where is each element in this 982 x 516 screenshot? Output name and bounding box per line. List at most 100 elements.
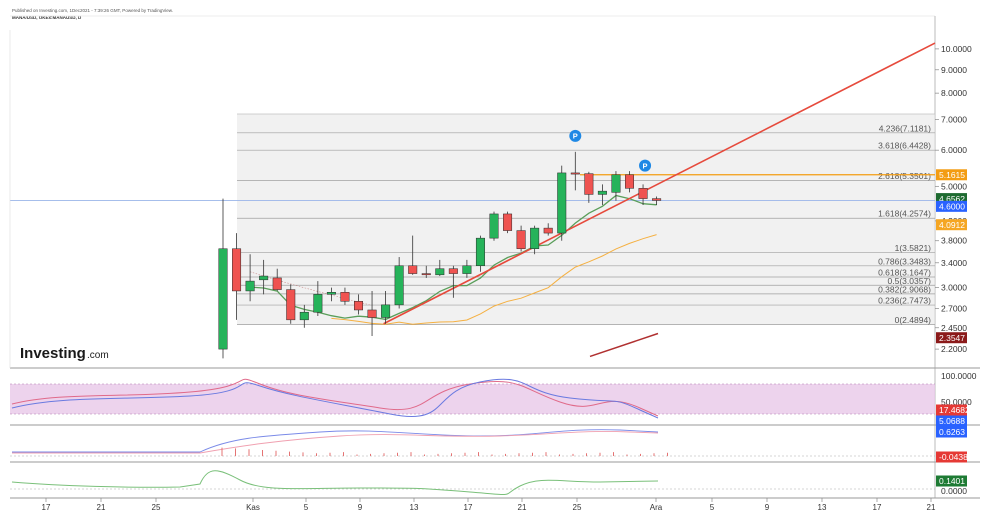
price-tick-label-11: 2.4500	[941, 323, 967, 333]
price-tick-label-4: 6.0000	[941, 145, 967, 155]
candle-body-5	[286, 289, 296, 321]
published-note: Published on Investing.com, 1Dec2021 - 7…	[12, 8, 174, 13]
candle-body-21	[503, 213, 513, 231]
pivot-marker-1	[639, 159, 652, 172]
rsi-badge-0	[936, 404, 967, 416]
price-badge-label-0: 5.1615	[939, 170, 965, 180]
fib-label-1: 3.618(6.4428)	[878, 141, 931, 151]
price-badge-label-3: 4.0912	[939, 220, 965, 230]
candle-body-12	[381, 304, 391, 318]
fib-label-3: 1.618(4.2574)	[878, 209, 931, 219]
candle-body-2	[245, 280, 255, 292]
candle-body-4	[272, 277, 282, 290]
x-tick-label-15: 21	[927, 503, 936, 512]
macd-signal-line	[12, 431, 659, 454]
osc-badge-0	[936, 475, 967, 487]
rsi-badge-label-0: 17.4682	[939, 405, 970, 415]
price-tick-label-3: 7.0000	[941, 115, 967, 125]
candle-body-10	[354, 301, 363, 311]
fib-label-9: 0.236(2.7473)	[878, 296, 931, 306]
price-badge-label-2: 4.6000	[939, 202, 965, 212]
price-badge-1	[936, 193, 967, 205]
fib-label-5: 0.786(3.3483)	[878, 256, 931, 266]
price-tick-label-12: 2.2000	[941, 344, 967, 354]
rsi-badge-label-1: 5.0688	[939, 416, 965, 426]
candle-body-11	[367, 309, 377, 318]
candle-body-24	[543, 227, 553, 234]
trend-line	[383, 42, 936, 325]
macd-line	[12, 429, 659, 453]
ma-long-line	[331, 234, 657, 325]
candle-body-14	[408, 265, 418, 274]
candle-body-27	[584, 173, 594, 195]
investing-logo: Investing	[20, 345, 86, 362]
fib-label-8: 0.382(2.9068)	[878, 284, 931, 294]
candle-body-13	[394, 265, 404, 306]
fib-label-4: 1(3.5821)	[895, 243, 932, 253]
osc-badge-label-0: 0.1401	[939, 476, 965, 486]
x-tick-label-6: 13	[410, 503, 419, 512]
x-tick-label-0: 17	[42, 503, 51, 512]
candle-body-8	[326, 292, 336, 295]
candle-body-28	[597, 190, 607, 195]
candle-body-1	[232, 248, 242, 292]
rsi-badge-1	[936, 415, 967, 427]
macd-badge-0	[936, 426, 967, 438]
fib-label-6: 0.618(3.1647)	[878, 268, 931, 278]
candle-body-17	[448, 268, 458, 274]
price-badge-0	[936, 169, 967, 181]
price-badge-4	[936, 332, 967, 344]
rsi-signal-line	[11, 378, 659, 419]
candle-body-29	[611, 174, 621, 193]
x-tick-label-12: 9	[765, 503, 770, 512]
fib-label-7: 0.5(3.0357)	[888, 276, 932, 286]
pivot-label-0: P	[573, 132, 578, 141]
ma-very-long-line	[589, 332, 659, 358]
rsi-tick-0: 100.0000	[941, 371, 977, 381]
investing-logo-suffix: .com	[87, 350, 109, 361]
x-tick-label-1: 21	[97, 503, 106, 512]
price-tick-label-9: 3.0000	[941, 283, 967, 293]
x-tick-label-14: 17	[873, 503, 882, 512]
x-tick-label-10: Ara	[650, 503, 663, 512]
price-badge-label-1: 4.6562	[939, 194, 965, 204]
pivot-marker-0	[569, 129, 582, 142]
macd-badge-label-0: 0.6263	[939, 427, 965, 437]
candle-body-16	[435, 268, 445, 276]
x-tick-label-7: 17	[464, 503, 473, 512]
candle-body-30	[625, 174, 634, 189]
osc-line	[11, 470, 659, 495]
price-tick-label-0: 10.0000	[941, 44, 972, 54]
x-tick-label-11: 5	[710, 503, 715, 512]
x-tick-label-4: 5	[304, 503, 309, 512]
price-tick-label-7: 3.8000	[941, 236, 967, 246]
macd-badge-label-1: -0.0438	[939, 452, 968, 462]
candle-body-3	[259, 275, 269, 281]
rsi-band	[10, 384, 935, 414]
price-badge-label-4: 2.3547	[939, 333, 965, 343]
x-tick-label-8: 21	[518, 503, 527, 512]
fib-label-0: 4.236(7.1181)	[879, 123, 931, 133]
candle-body-26	[570, 172, 580, 175]
fib-label-2: 2.618(5.3501)	[878, 171, 931, 181]
candle-body-32	[652, 198, 662, 201]
rsi-tick-1: 50.0000	[941, 397, 972, 407]
candle-body-20	[489, 213, 499, 239]
candle-body-23	[530, 227, 540, 249]
x-tick-label-13: 13	[818, 503, 827, 512]
osc-tick-0: 0.0000	[941, 486, 967, 496]
x-tick-label-2: 25	[152, 503, 161, 512]
candle-body-15	[421, 273, 431, 276]
fib-zone	[237, 114, 935, 325]
candle-body-19	[475, 237, 485, 266]
candle-body-6	[299, 311, 309, 321]
price-tick-label-8: 3.4000	[941, 258, 967, 268]
price-badge-3	[936, 219, 967, 231]
x-tick-label-3: Kas	[246, 503, 260, 512]
candle-body-31	[638, 188, 648, 199]
fib-label-10: 0(2.4894)	[895, 315, 932, 325]
candle-body-9	[340, 292, 350, 302]
x-tick-label-5: 9	[358, 503, 363, 512]
price-badge-2	[936, 200, 967, 212]
